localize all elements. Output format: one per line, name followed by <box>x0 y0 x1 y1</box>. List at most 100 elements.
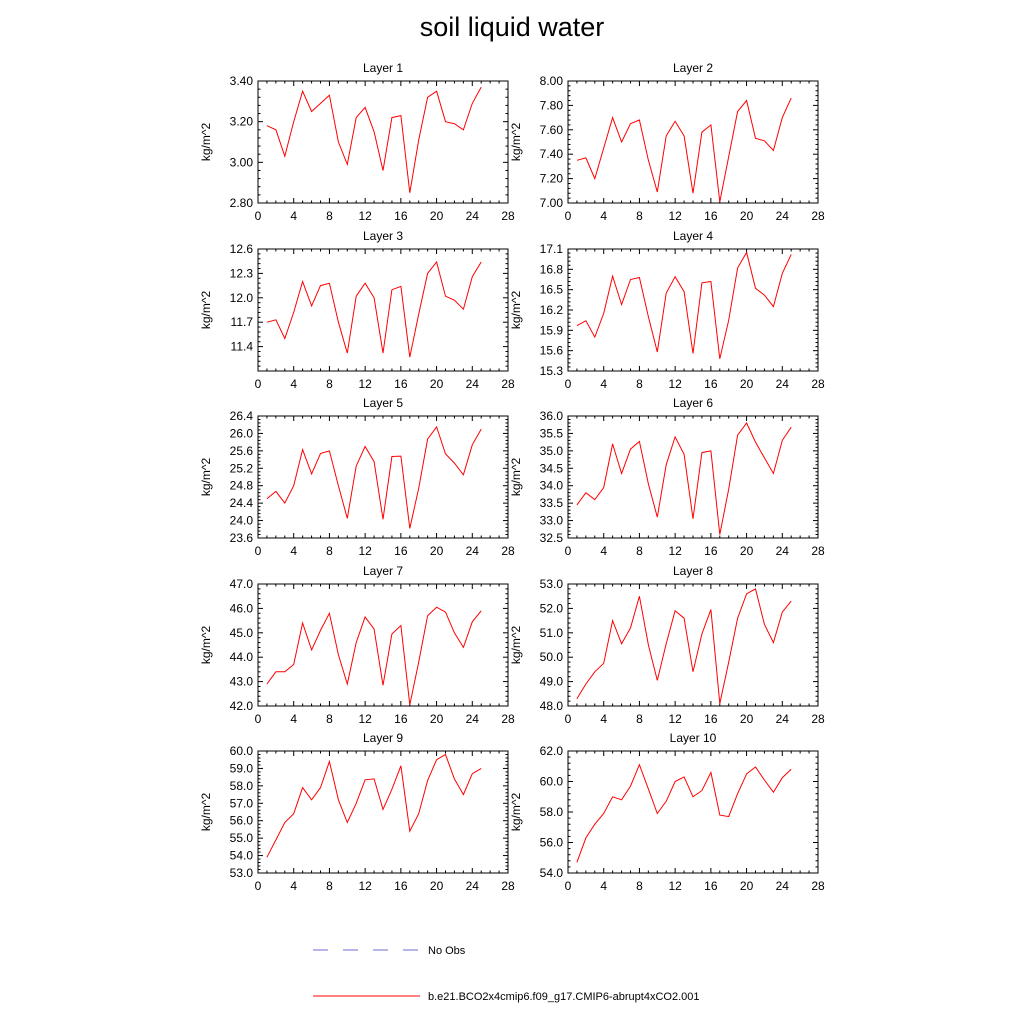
y-tick-label: 54.0 <box>230 849 254 863</box>
plot-frame <box>257 80 509 204</box>
y-tick-label: 12.3 <box>230 266 254 280</box>
panel-layer-6: Layer 6 0 4 8 12 16 20 24 28 32.5 33.0 33.5 34.0 34.5… <box>509 396 825 558</box>
y-tick-label: 35.5 <box>540 426 564 440</box>
x-tick-label: 12 <box>668 209 682 223</box>
y-tick-label: 16.5 <box>540 283 564 297</box>
y-tick-label: 7.20 <box>540 172 564 186</box>
x-tick-label: 8 <box>326 712 333 726</box>
x-tick-label: 16 <box>394 377 408 391</box>
x-tick-label: 16 <box>704 209 718 223</box>
x-tick-label: 20 <box>430 879 444 893</box>
x-tick-label: 16 <box>394 544 408 558</box>
y-tick-label: 50.0 <box>540 650 564 664</box>
y-tick-label: 56.0 <box>230 814 254 828</box>
x-tick-label: 12 <box>358 712 372 726</box>
x-tick-label: 8 <box>636 377 643 391</box>
x-tick-label: 28 <box>501 879 515 893</box>
plot-frame <box>257 750 509 874</box>
y-axis-label: kg/m^2 <box>199 458 213 497</box>
y-tick-label: 32.5 <box>540 531 564 545</box>
y-tick-label: 53.0 <box>230 866 254 880</box>
panel-layer-8: Layer 8 0 4 8 12 16 20 24 28 48.0 49.0 50.0 51.0 52.0… <box>509 564 825 726</box>
series-line <box>266 606 482 705</box>
series-line <box>576 97 792 202</box>
y-tick-label: 24.4 <box>230 496 254 510</box>
x-tick-label: 20 <box>430 209 444 223</box>
y-axis-label: kg/m^2 <box>509 793 523 832</box>
panel-title: Layer 5 <box>363 396 403 410</box>
y-tick-label: 58.0 <box>540 805 564 819</box>
panel-layer-3: Layer 3 0 4 8 12 16 20 24 28 11.4 11.7 12.0 12.3 12.6… <box>199 229 515 391</box>
series-line <box>266 753 482 858</box>
y-tick-label: 12.0 <box>230 291 254 305</box>
y-tick-label: 60.0 <box>540 775 564 789</box>
x-tick-label: 0 <box>565 377 572 391</box>
panel-title: Layer 2 <box>673 61 713 75</box>
y-tick-label: 53.0 <box>540 577 564 591</box>
y-tick-label: 15.9 <box>540 323 564 337</box>
y-tick-label: 48.0 <box>540 699 564 713</box>
plot-frame <box>567 750 819 874</box>
y-axis-label: kg/m^2 <box>509 291 523 330</box>
y-tick-label: 15.6 <box>540 344 564 358</box>
y-tick-label: 12.6 <box>230 242 254 256</box>
y-axis-label: kg/m^2 <box>199 793 213 832</box>
x-tick-label: 24 <box>776 879 790 893</box>
x-tick-label: 12 <box>358 879 372 893</box>
y-tick-label: 56.0 <box>540 836 564 850</box>
x-tick-label: 8 <box>636 712 643 726</box>
series-line <box>576 422 792 535</box>
y-tick-label: 7.40 <box>540 147 564 161</box>
plot-frame <box>257 583 509 707</box>
x-tick-label: 0 <box>255 544 262 558</box>
y-axis-label: kg/m^2 <box>199 626 213 665</box>
panel-title: Layer 10 <box>670 731 717 745</box>
panel-layer-9: Layer 9 0 4 8 12 16 20 24 28 53.0 54.0 55.0 56.0 57.0… <box>199 731 515 893</box>
y-tick-label: 62.0 <box>540 744 564 758</box>
panel-title: Layer 9 <box>363 731 403 745</box>
x-tick-label: 28 <box>501 712 515 726</box>
y-tick-label: 7.80 <box>540 98 564 112</box>
x-tick-label: 4 <box>290 712 297 726</box>
panel-layer-10: Layer 10 0 4 8 12 16 20 24 28 54.0 56.0 58.0 60.0 62.… <box>509 731 825 893</box>
x-tick-label: 12 <box>668 712 682 726</box>
x-tick-label: 0 <box>565 209 572 223</box>
x-tick-label: 8 <box>636 209 643 223</box>
x-tick-label: 12 <box>668 544 682 558</box>
plot-frame <box>567 583 819 707</box>
series-line <box>576 251 792 359</box>
y-tick-label: 25.6 <box>230 444 254 458</box>
x-tick-label: 16 <box>704 377 718 391</box>
x-tick-label: 12 <box>668 879 682 893</box>
x-tick-label: 0 <box>255 209 262 223</box>
series-line <box>266 260 482 358</box>
y-tick-label: 46.0 <box>230 601 254 615</box>
series-line <box>576 588 792 704</box>
panel-layer-2: Layer 2 0 4 8 12 16 20 24 28 7.00 7.20 7.40 7.60 7.80… <box>509 61 825 223</box>
y-tick-label: 34.5 <box>540 461 564 475</box>
x-tick-label: 16 <box>704 544 718 558</box>
y-axis-label: kg/m^2 <box>199 291 213 330</box>
y-tick-label: 11.4 <box>231 340 254 354</box>
panel-title: Layer 4 <box>673 229 713 243</box>
x-tick-label: 12 <box>358 544 372 558</box>
x-tick-label: 28 <box>501 544 515 558</box>
x-tick-label: 16 <box>704 712 718 726</box>
x-tick-label: 20 <box>430 544 444 558</box>
x-tick-label: 4 <box>600 544 607 558</box>
x-tick-label: 0 <box>255 879 262 893</box>
y-tick-label: 58.0 <box>230 779 254 793</box>
y-tick-label: 45.0 <box>230 626 254 640</box>
x-tick-label: 0 <box>565 879 572 893</box>
y-tick-label: 11.7 <box>231 315 254 329</box>
x-tick-label: 28 <box>811 209 825 223</box>
y-tick-label: 3.40 <box>230 74 254 88</box>
y-tick-label: 25.2 <box>230 461 254 475</box>
y-tick-label: 60.0 <box>230 744 254 758</box>
x-tick-label: 4 <box>290 879 297 893</box>
x-tick-label: 28 <box>501 377 515 391</box>
y-tick-label: 24.0 <box>230 514 254 528</box>
panel-layer-1: Layer 1 0 4 8 12 16 20 24 28 2.80 3.00 3.20 3.40 kg/m… <box>199 61 515 223</box>
y-tick-label: 36.0 <box>540 409 564 423</box>
y-tick-label: 59.0 <box>230 761 254 775</box>
